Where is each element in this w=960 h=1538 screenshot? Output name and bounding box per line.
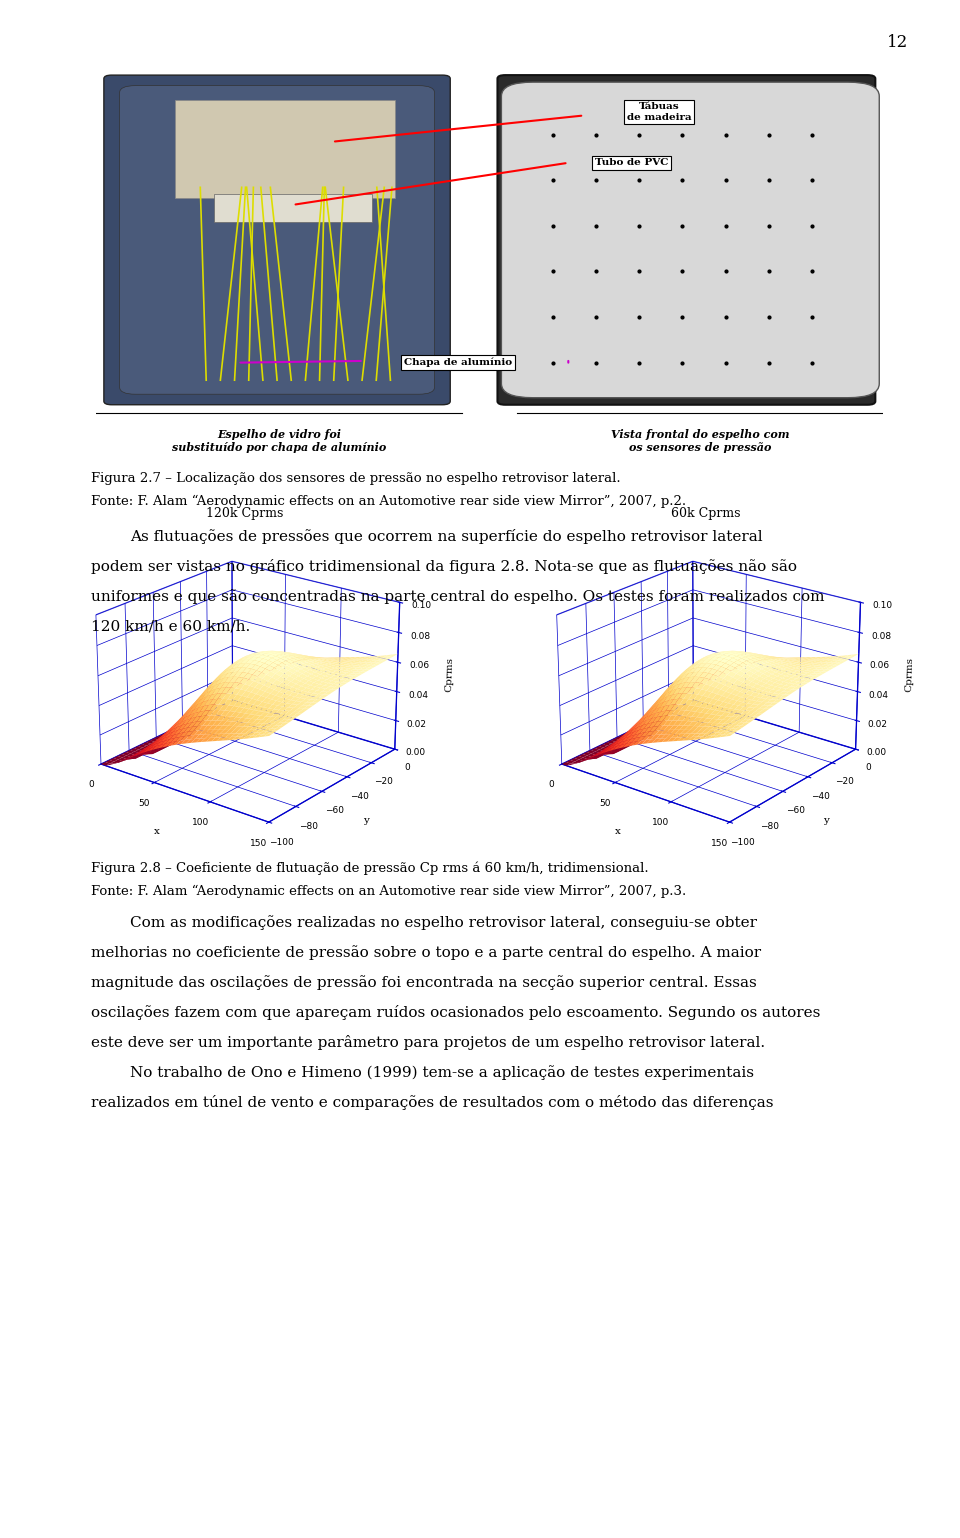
X-axis label: x: x bbox=[615, 827, 621, 837]
Text: Figura 2.8 – Coeficiente de flutuação de pressão Cp rms á 60 km/h, tridimensiona: Figura 2.8 – Coeficiente de flutuação de… bbox=[91, 861, 649, 875]
Text: Espelho de vidro foi
substituído por chapa de alumínio: Espelho de vidro foi substituído por cha… bbox=[172, 429, 387, 452]
Text: oscilações fazem com que apareçam ruídos ocasionados pelo escoamento. Segundo os: oscilações fazem com que apareçam ruídos… bbox=[91, 1006, 821, 1020]
FancyBboxPatch shape bbox=[501, 82, 879, 398]
Bar bbox=[214, 194, 372, 223]
Text: Tábuas
de madeira: Tábuas de madeira bbox=[627, 102, 691, 122]
Text: Com as modificações realizadas no espelho retrovisor lateral, conseguiu-se obter: Com as modificações realizadas no espelh… bbox=[130, 915, 756, 930]
Text: As flutuações de pressões que ocorrem na superfície do espelho retrovisor latera: As flutuações de pressões que ocorrem na… bbox=[130, 529, 762, 544]
Text: 120 km/h e 60 km/h.: 120 km/h e 60 km/h. bbox=[91, 618, 251, 634]
Text: podem ser vistas no gráfico tridimensional da figura 2.8. Nota-se que as flutuaç: podem ser vistas no gráfico tridimension… bbox=[91, 558, 797, 574]
Text: Fonte: F. Alam “Aerodynamic effects on an Automotive rear side view Mirror”, 200: Fonte: F. Alam “Aerodynamic effects on a… bbox=[91, 495, 686, 509]
Title: 120k Cprms: 120k Cprms bbox=[206, 508, 283, 520]
Text: melhorias no coeficiente de pressão sobre o topo e a parte central do espelho. A: melhorias no coeficiente de pressão sobr… bbox=[91, 944, 761, 960]
Text: 12: 12 bbox=[887, 34, 908, 51]
FancyBboxPatch shape bbox=[104, 75, 450, 404]
Text: este deve ser um importante parâmetro para projetos de um espelho retrovisor lat: este deve ser um importante parâmetro pa… bbox=[91, 1035, 765, 1050]
Text: Figura 2.7 – Localização dos sensores de pressão no espelho retrovisor lateral.: Figura 2.7 – Localização dos sensores de… bbox=[91, 472, 621, 484]
Text: realizados em túnel de vento e comparações de resultados com o método das difere: realizados em túnel de vento e comparaçõ… bbox=[91, 1095, 774, 1110]
Text: uniformes e que são concentradas na parte central do espelho. Os testes foram re: uniformes e que são concentradas na part… bbox=[91, 589, 825, 604]
Text: Vista frontal do espelho com
os sensores de pressão: Vista frontal do espelho com os sensores… bbox=[612, 429, 790, 452]
Text: Chapa de alumínio: Chapa de alumínio bbox=[404, 358, 513, 368]
Text: Fonte: F. Alam “Aerodynamic effects on an Automotive rear side view Mirror”, 200: Fonte: F. Alam “Aerodynamic effects on a… bbox=[91, 884, 686, 898]
FancyBboxPatch shape bbox=[497, 75, 876, 404]
Y-axis label: y: y bbox=[363, 817, 369, 824]
Y-axis label: y: y bbox=[824, 817, 829, 824]
X-axis label: x: x bbox=[155, 827, 160, 837]
Text: Tubo de PVC: Tubo de PVC bbox=[594, 158, 668, 168]
Title: 60k Cprms: 60k Cprms bbox=[671, 508, 740, 520]
Bar bbox=[175, 100, 396, 198]
FancyBboxPatch shape bbox=[120, 86, 435, 394]
Text: magnitude das oscilações de pressão foi encontrada na secção superior central. E: magnitude das oscilações de pressão foi … bbox=[91, 975, 756, 990]
Text: No trabalho de Ono e Himeno (1999) tem-se a aplicação de testes experimentais: No trabalho de Ono e Himeno (1999) tem-s… bbox=[130, 1064, 754, 1080]
